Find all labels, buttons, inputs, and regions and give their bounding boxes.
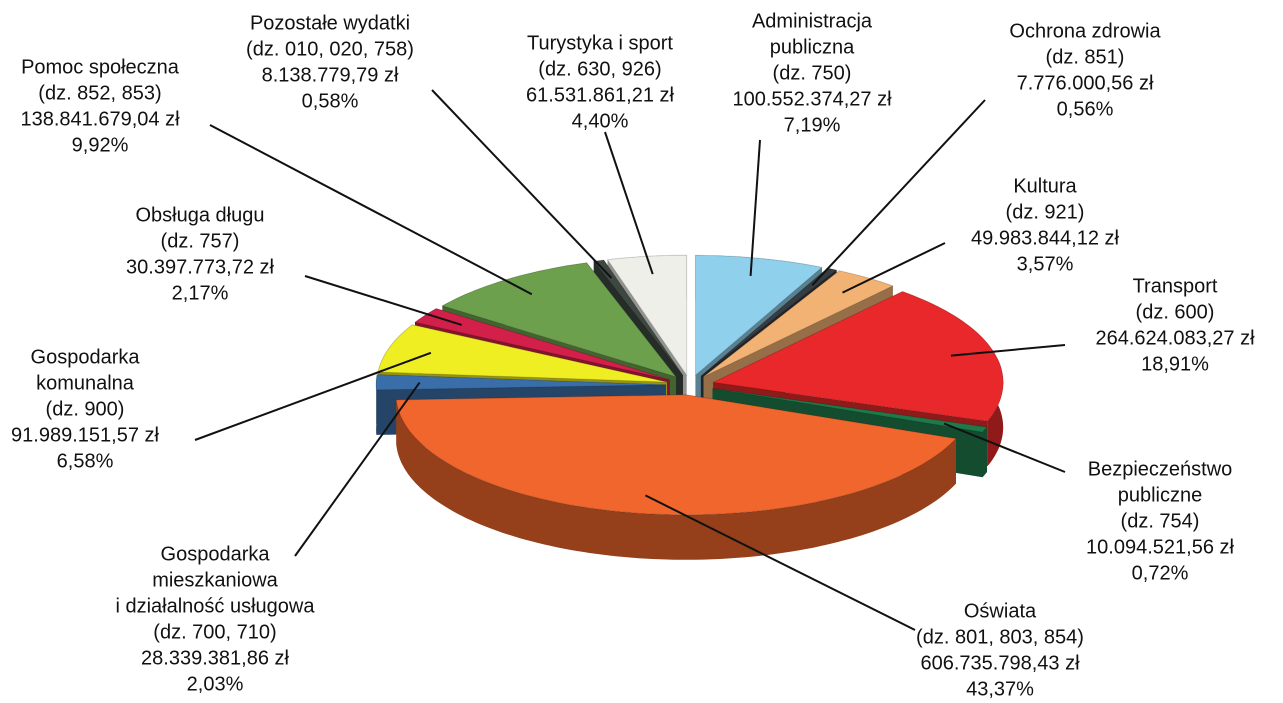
amount-label: 30.397.773,72 zł <box>126 256 274 278</box>
slice-top <box>694 254 824 377</box>
slice-top <box>703 270 895 378</box>
leader-line <box>644 494 916 631</box>
percent-label: 9,92% <box>72 134 129 156</box>
division-label: (dz. 757) <box>161 230 240 252</box>
amount-label: 606.735.798,43 zł <box>920 652 1080 674</box>
leader-line <box>431 89 613 279</box>
percent-label: 18,91% <box>1141 353 1209 375</box>
amount-label: 61.531.861,21 zł <box>526 84 674 106</box>
slice-label: Ochrona zdrowia (dz. 851) 7.776.000,56 zł 0… <box>1009 20 1161 120</box>
category-label: Obsługa długu <box>136 204 265 226</box>
pie-slice <box>395 394 958 560</box>
category-label: komunalna <box>36 372 135 394</box>
slice-top <box>375 374 667 391</box>
percent-label: 0,72% <box>1132 562 1189 584</box>
slice-top <box>592 259 684 376</box>
division-label: (dz. 852, 853) <box>38 82 161 104</box>
percent-label: 7,19% <box>784 114 841 136</box>
percent-label: 2,17% <box>172 282 229 304</box>
leader-line <box>749 139 761 276</box>
percent-label: 0,58% <box>302 90 359 112</box>
slice-label: Turystyka i sport (dz. 630, 926) 61.531.86… <box>526 32 674 132</box>
division-label: (dz. 750) <box>773 62 852 84</box>
amount-label: 264.624.083,27 zł <box>1095 327 1255 349</box>
leader-line <box>842 242 946 294</box>
slice-top <box>712 387 988 433</box>
division-label: (dz. 754) <box>1121 510 1200 532</box>
category-label: Pozostałe wydatki <box>250 12 410 34</box>
division-label: (dz. 700, 710) <box>153 621 276 643</box>
division-label: (dz. 801, 803, 854) <box>916 626 1084 648</box>
amount-label: 7.776.000,56 zł <box>1017 72 1154 94</box>
category-label: Pomoc społeczna <box>21 56 180 78</box>
leader-line <box>943 422 1066 473</box>
division-label: (dz. 600) <box>1136 301 1215 323</box>
leader-line <box>604 131 654 275</box>
division-label: (dz. 630, 926) <box>538 58 661 80</box>
category-label: mieszkaniowa <box>152 569 278 591</box>
percent-label: 3,57% <box>1017 253 1074 275</box>
percent-label: 2,03% <box>187 673 244 695</box>
leader-line <box>209 124 533 296</box>
category-label: i działalność usługowa <box>115 595 315 617</box>
amount-label: 28.339.381,86 zł <box>141 647 289 669</box>
slice-label: Pomoc społeczna (dz. 852, 853) 138.841.679… <box>20 56 180 156</box>
slice-label: Oświata (dz. 801, 803, 854) 606.735.798,43… <box>916 600 1084 700</box>
division-label: (dz. 900) <box>46 398 125 420</box>
leader-line <box>304 275 462 326</box>
amount-label: 8.138.779,79 zł <box>262 64 399 86</box>
slice-label: Administracja publiczna (dz. 750) 100.552.3… <box>732 10 892 136</box>
percent-label: 4,40% <box>572 110 629 132</box>
leader-line <box>294 382 421 557</box>
slice-top <box>413 307 670 381</box>
slice-top <box>441 262 678 378</box>
category-label: Administracja <box>752 10 873 32</box>
slice-label: Gospodarka mieszkaniowa i działalność usłu… <box>115 543 315 695</box>
percent-label: 0,56% <box>1057 98 1114 120</box>
division-label: (dz. 010, 020, 758) <box>246 38 414 60</box>
category-label: Ochrona zdrowia <box>1009 20 1161 42</box>
slice-side <box>396 399 956 560</box>
slice-label: Kultura (dz. 921) 49.983.844,12 zł 3,57% <box>971 175 1119 275</box>
slice-label: Gospodarka komunalna (dz. 900) 91.989.151,5… <box>11 346 159 472</box>
percent-label: 6,58% <box>57 450 114 472</box>
category-label: publiczna <box>770 36 855 58</box>
leader-line <box>194 351 432 441</box>
slice-top <box>395 394 958 516</box>
category-label: Gospodarka <box>31 346 141 368</box>
category-label: Kultura <box>1013 175 1077 197</box>
amount-label: 49.983.844,12 zł <box>971 227 1119 249</box>
slice-top <box>377 324 668 383</box>
amount-label: 138.841.679,04 zł <box>20 108 180 130</box>
slice-label: Bezpieczeństwo publiczne (dz. 754) 10.094.5… <box>1086 458 1234 584</box>
division-label: (dz. 851) <box>1046 46 1125 68</box>
percent-label: 43,37% <box>966 678 1034 700</box>
leader-line <box>950 344 1066 357</box>
slice-label: Transport (dz. 600) 264.624.083,27 zł 18,91… <box>1095 275 1255 375</box>
leader-line <box>811 99 986 286</box>
category-label: Bezpieczeństwo <box>1088 458 1233 480</box>
slice-label: Pozostałe wydatki (dz. 010, 020, 758) 8.13… <box>246 12 414 112</box>
amount-label: 91.989.151,57 zł <box>11 424 159 446</box>
category-label: Turystyka i sport <box>527 32 673 54</box>
category-label: Gospodarka <box>161 543 271 565</box>
category-label: Oświata <box>964 600 1037 622</box>
slice-label: Obsługa długu (dz. 757) 30.397.773,72 zł 2,… <box>126 204 274 304</box>
slice-side <box>982 427 987 478</box>
category-label: publiczne <box>1118 484 1203 506</box>
amount-label: 10.094.521,56 zł <box>1086 536 1234 558</box>
amount-label: 100.552.374,27 zł <box>732 88 892 110</box>
division-label: (dz. 921) <box>1006 201 1085 223</box>
category-label: Transport <box>1133 275 1218 297</box>
